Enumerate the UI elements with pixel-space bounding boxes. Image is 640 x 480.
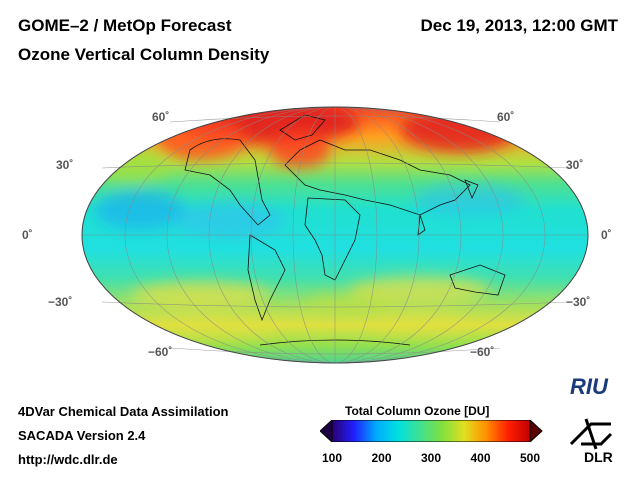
- footer-url: http://wdc.dlr.de: [18, 452, 118, 467]
- colorbar-max-arrow: [529, 420, 543, 442]
- footer-line2: SACADA Version 2.4: [18, 428, 146, 443]
- lat-label-30s-left: −30˚: [48, 295, 73, 309]
- map-title-line2: Ozone Vertical Column Density: [18, 45, 270, 64]
- colorbar-tick-label: 400: [470, 451, 491, 465]
- colorbar-tick-label: 100: [321, 451, 343, 465]
- lat-label-60s-left: −60˚: [148, 345, 173, 359]
- colorbar-tick-label: 200: [371, 451, 392, 465]
- lat-label-60n-left: 60˚: [152, 110, 170, 124]
- colorbar-gradient: [331, 420, 531, 442]
- lat-label-60n-right: 60˚: [497, 110, 515, 124]
- colorbar-min-arrow: [320, 420, 333, 442]
- footer-line1: 4DVar Chemical Data Assimilation: [18, 404, 229, 419]
- lat-label-30n-left: 30˚: [56, 158, 74, 172]
- colorbar-tick-label: 500: [519, 451, 541, 465]
- dlr-logo-icon: [569, 418, 613, 450]
- colorbar-tick-label: 300: [420, 451, 442, 465]
- lat-label-30s-right: −30˚: [566, 295, 591, 309]
- lat-label-60s-right: −60˚: [470, 345, 495, 359]
- map-title-line1: GOME–2 / MetOp Forecast: [18, 16, 232, 35]
- riu-logo-text: RIU: [570, 374, 608, 399]
- colorbar: [320, 420, 543, 442]
- lat-label-eq-left: 0˚: [22, 228, 33, 242]
- forecast-datetime: Dec 19, 2013, 12:00 GMT: [420, 16, 618, 35]
- dlr-logo-text: DLR: [584, 449, 613, 465]
- lat-label-30n-right: 30˚: [566, 158, 584, 172]
- lat-label-eq-right: 0˚: [601, 228, 612, 242]
- colorbar-title: Total Column Ozone [DU]: [345, 404, 490, 418]
